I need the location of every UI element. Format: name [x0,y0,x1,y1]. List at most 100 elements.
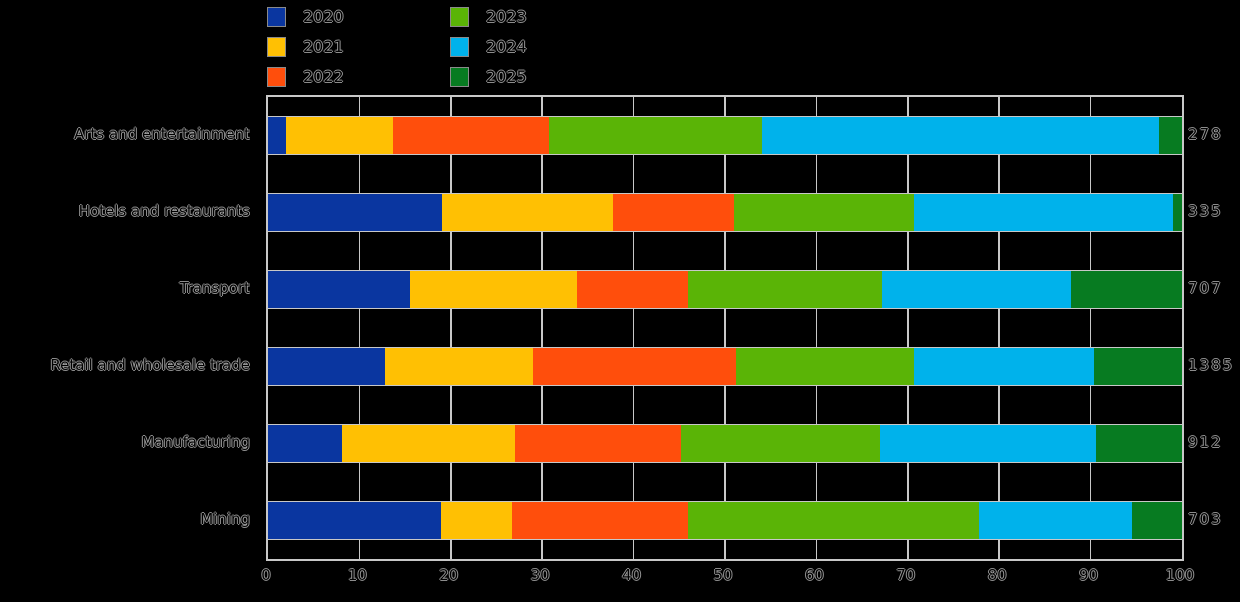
bar-total-label: 335 [1188,201,1223,220]
bar-edge-gridline [268,423,1182,426]
bar-segment-2021 [440,501,513,540]
bar-edge-gridline [268,384,1182,387]
legend-item-label: 2023 [486,7,527,26]
x-tick-label-10: 10 [347,566,367,584]
bar-edge-gridline [268,192,1182,195]
bar-segment-2023 [681,424,881,463]
gridline-50 [724,97,726,559]
legend-swatch-2020 [267,7,286,27]
x-tick-label-50: 50 [713,566,733,584]
gridline-10 [358,97,361,559]
bar-row-3 [268,270,1182,309]
plot-area [266,95,1184,561]
bar-row-4 [268,347,1182,386]
x-tick-label-0: 0 [261,566,271,584]
bar-segment-2020 [268,193,442,232]
bar-segment-2020 [268,347,385,386]
y-category-label: Retail and wholesale trade [50,355,250,374]
bar-segment-2024 [979,501,1132,540]
bar-row-6 [268,501,1182,540]
gridline-40 [632,97,635,559]
bar-segment-2025 [1094,347,1182,386]
gridline-60 [815,97,818,559]
bar-segment-2022 [512,501,688,540]
y-category-label: Hotels and restaurants [78,201,250,220]
bar-total-label: 912 [1188,432,1223,451]
legend-item-label: 2022 [303,67,344,86]
legend-swatch-2025 [450,67,469,87]
bar-edge-gridline [268,153,1182,156]
bar-edge-gridline [268,461,1182,464]
x-tick-label-70: 70 [896,566,916,584]
x-tick-label-90: 90 [1079,566,1099,584]
x-tick-label-40: 40 [622,566,642,584]
bar-total-label: 1385 [1188,355,1235,374]
gridline-30 [541,97,543,559]
bar-segment-2021 [441,193,614,232]
bar-segment-2025 [1172,193,1182,232]
bar-total-label: 707 [1188,278,1223,297]
bar-segment-2023 [549,116,763,155]
y-category-label: Transport [179,278,250,297]
bar-edge-gridline [268,500,1182,503]
legend-item-label: 2024 [486,37,527,56]
gridline-70 [907,97,909,559]
gridline-90 [1089,97,1092,559]
bar-segment-2024 [762,116,1160,155]
bar-total-label: 703 [1188,509,1223,528]
bar-segment-2023 [734,193,915,232]
bar-edge-gridline [268,538,1182,541]
legend-item-label: 2025 [486,67,527,86]
x-tick-label-100: 100 [1165,566,1195,584]
bar-segment-2020 [268,424,343,463]
bar-segment-2024 [914,347,1095,386]
bar-segment-2024 [880,424,1097,463]
bar-total-label: 278 [1188,124,1223,143]
legend-swatch-2021 [267,37,286,57]
bar-segment-2023 [687,270,883,309]
bar-segment-2020 [268,116,287,155]
x-tick-label-80: 80 [987,566,1007,584]
bar-segment-2024 [882,270,1072,309]
bar-row-1 [268,116,1182,155]
bar-edge-gridline [268,307,1182,310]
bar-segment-2021 [286,116,394,155]
bar-row-2 [268,193,1182,232]
bar-segment-2021 [384,347,534,386]
x-tick-label-30: 30 [530,566,550,584]
legend-item-label: 2020 [303,7,344,26]
y-category-label: Arts and entertainment [74,124,250,143]
bar-segment-2023 [735,347,915,386]
legend-swatch-2024 [450,37,469,57]
y-category-label: Manufacturing [141,432,250,451]
bar-segment-2025 [1071,270,1182,309]
x-tick-label-20: 20 [439,566,459,584]
y-category-label: Mining [200,509,250,528]
bar-segment-2022 [514,424,682,463]
bar-edge-gridline [268,230,1182,233]
bar-segment-2020 [268,270,410,309]
bar-edge-gridline [268,346,1182,349]
bar-segment-2021 [409,270,577,309]
bar-segment-2022 [393,116,550,155]
bar-edge-gridline [268,269,1182,272]
gridline-80 [998,97,1000,559]
bar-segment-2025 [1096,424,1182,463]
bar-segment-2022 [533,347,736,386]
bar-segment-2025 [1159,116,1182,155]
gridline-20 [450,97,452,559]
bar-segment-2022 [576,270,688,309]
bar-segment-2025 [1131,501,1182,540]
bar-segment-2021 [342,424,515,463]
bar-segment-2024 [914,193,1173,232]
legend-swatch-2023 [450,7,469,27]
x-tick-label-60: 60 [804,566,824,584]
bar-row-5 [268,424,1182,463]
bar-segment-2022 [613,193,735,232]
legend-swatch-2022 [267,67,286,87]
legend-item-label: 2021 [303,37,344,56]
bar-segment-2023 [687,501,980,540]
bar-segment-2020 [268,501,441,540]
bar-edge-gridline [268,115,1182,118]
